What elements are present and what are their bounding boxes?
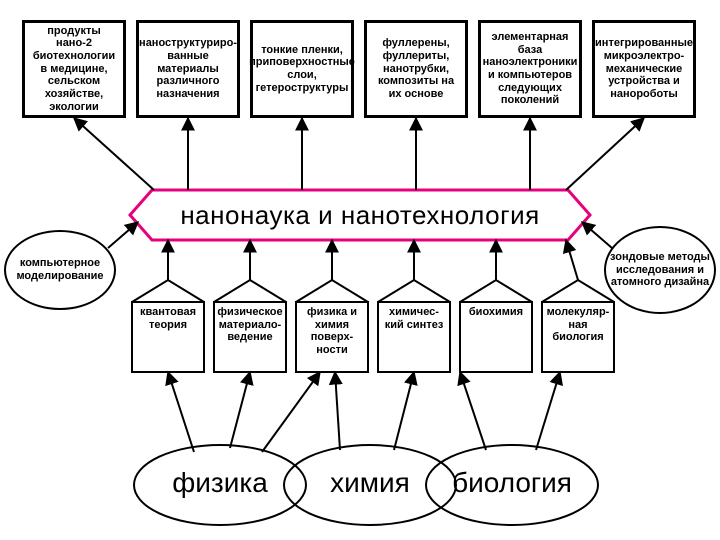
side-ellipse-left: компьютерное моделирование	[4, 230, 116, 310]
top-box-1: наноструктуриро-ванные материалы различн…	[136, 20, 240, 118]
mid-shape-1: физическое материало-ведение	[214, 306, 286, 344]
mid-shape-2: физика и химия поверх-ности	[296, 306, 368, 357]
center-banner: нанонаука и нанотехнология	[130, 190, 590, 240]
top-box-4: элементарная база наноэлектроники и комп…	[478, 20, 582, 118]
base-ellipse-2: биология	[426, 467, 598, 499]
top-box-5: интегрированные микроэлектро-механически…	[592, 20, 696, 118]
mid-shape-3: химичес-кий синтез	[378, 306, 450, 331]
side-ellipse-right: зондовые методы исследования и атомного …	[604, 226, 716, 314]
base-ellipse-0: физика	[134, 467, 306, 499]
mid-shape-5: молекуляр-ная биология	[542, 306, 614, 344]
top-box-2: тонкие пленки, приповерхностные слои, ге…	[250, 20, 354, 118]
top-box-0: продукты нано-2 биотехнологии в медицине…	[22, 20, 126, 118]
mid-shape-0: квантовая теория	[132, 306, 204, 331]
top-box-3: фуллерены, фуллериты, нанотрубки, композ…	[364, 20, 468, 118]
mid-shape-4: биохимия	[460, 306, 532, 319]
